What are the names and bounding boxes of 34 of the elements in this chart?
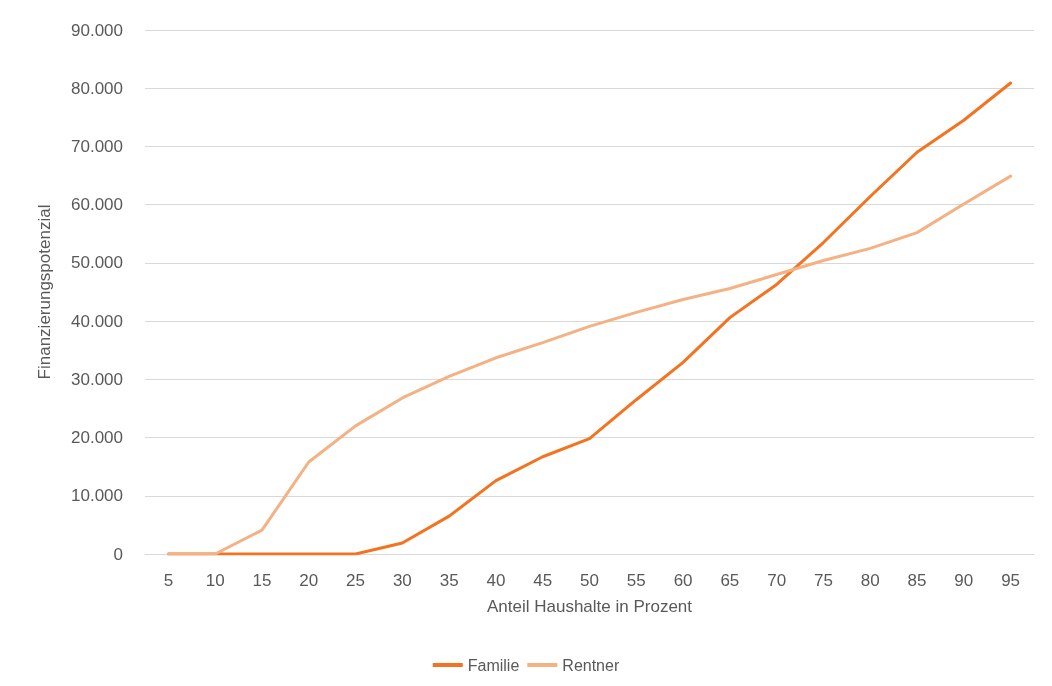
y-axis-title: Finanzierungspotenzial <box>35 204 54 380</box>
y-tick-label: 30.000 <box>71 369 123 389</box>
y-tick-label: 40.000 <box>71 311 123 331</box>
legend-label: Rentner <box>562 656 620 674</box>
y-tick-label: 70.000 <box>71 136 123 156</box>
x-tick-label: 35 <box>439 571 459 590</box>
x-tick-label: 30 <box>392 571 412 590</box>
x-tick-label: 95 <box>1001 571 1021 590</box>
y-tick-label: 20.000 <box>71 428 123 448</box>
x-tick-label: 20 <box>299 571 319 590</box>
x-tick-label: 55 <box>626 571 646 590</box>
x-tick-label: 50 <box>580 571 599 590</box>
line-series <box>166 174 1013 556</box>
y-tick-label: 60.000 <box>71 195 123 215</box>
x-tick-label: 45 <box>533 571 553 590</box>
x-tick-label: 70 <box>767 571 787 590</box>
x-tick-label: 75 <box>813 571 833 590</box>
x-tick-label: 80 <box>860 571 880 590</box>
x-tick-label: 65 <box>720 571 740 590</box>
x-tick-label: 15 <box>252 571 272 590</box>
x-tick-label: 60 <box>673 571 693 590</box>
x-tick-label: 40 <box>486 571 506 590</box>
x-tick-label: 85 <box>907 571 927 590</box>
y-tick-label: 0 <box>113 544 123 564</box>
y-tick-label: 10.000 <box>71 486 123 506</box>
x-axis-title: Anteil Haushalte in Prozent <box>486 597 693 616</box>
y-tick-label: 90.000 <box>71 20 123 40</box>
y-tick-label: 50.000 <box>71 253 123 273</box>
y-tick-label: 80.000 <box>71 78 123 98</box>
x-tick-label: 25 <box>346 571 366 590</box>
legend-label: Familie <box>467 656 520 674</box>
x-tick-label: 5 <box>163 571 174 590</box>
x-tick-label: 90 <box>954 571 974 590</box>
x-tick-label: 10 <box>205 571 225 590</box>
